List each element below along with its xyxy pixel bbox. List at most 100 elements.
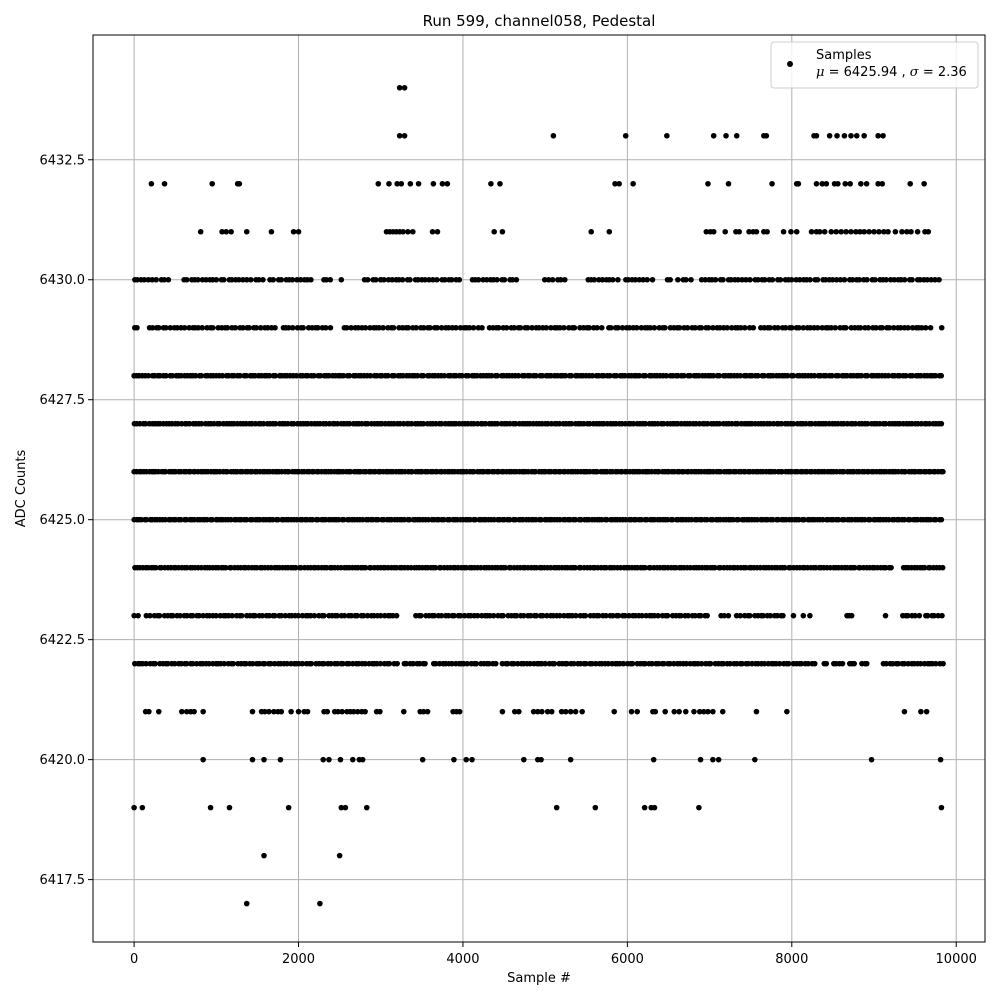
data-point [167, 324, 174, 331]
data-point [642, 660, 648, 667]
data-point [782, 324, 789, 331]
x-tick-label: 10000 [936, 952, 977, 967]
data-point [848, 228, 854, 235]
data-point [885, 228, 891, 235]
data-point [170, 612, 176, 619]
data-point [935, 612, 941, 619]
data-point [293, 372, 300, 379]
data-point [439, 180, 446, 187]
data-point [728, 324, 735, 331]
data-point [669, 516, 676, 523]
data-point [837, 276, 844, 283]
data-point [197, 228, 204, 235]
data-point [377, 660, 384, 667]
data-point [912, 612, 918, 619]
data-point [925, 228, 932, 235]
data-point [553, 804, 560, 811]
data-point [866, 228, 872, 235]
data-point [243, 900, 250, 907]
data-point [722, 228, 729, 235]
data-point [181, 324, 188, 331]
data-point [927, 324, 934, 331]
data-point [261, 852, 267, 859]
data-point [891, 276, 898, 283]
data-point [410, 228, 416, 235]
legend: Samples μ = 6425.94 , σ = 2.36 [770, 41, 979, 89]
data-point [297, 276, 304, 283]
data-point [875, 132, 881, 139]
data-point [195, 324, 201, 331]
data-point [883, 276, 889, 283]
data-point [769, 180, 775, 187]
data-point [613, 372, 620, 379]
data-point [733, 132, 740, 139]
data-point [400, 708, 407, 715]
data-point [651, 324, 658, 331]
data-point [932, 516, 939, 523]
data-point [698, 324, 705, 331]
data-point [822, 276, 829, 283]
data-point [539, 612, 546, 619]
data-point [586, 420, 593, 427]
data-point [841, 132, 848, 139]
data-point [266, 372, 273, 379]
data-point [475, 276, 482, 283]
data-point [642, 420, 649, 427]
data-point [549, 276, 556, 283]
data-point [864, 276, 870, 283]
data-point [434, 228, 441, 235]
data-point [598, 324, 605, 331]
data-point [615, 324, 621, 331]
data-point [381, 276, 387, 283]
data-point [222, 564, 229, 571]
data-point [482, 420, 489, 427]
data-point [616, 180, 622, 187]
data-point [661, 660, 667, 667]
data-point [544, 708, 551, 715]
data-point [582, 612, 589, 619]
data-point [848, 132, 854, 139]
data-point [660, 420, 667, 427]
data-point [671, 708, 678, 715]
data-point [662, 324, 668, 331]
x-axis-ticks: 0 2000 4000 6000 8000 10000 [130, 942, 977, 967]
data-point [494, 372, 501, 379]
data-point [890, 324, 897, 331]
data-point [777, 276, 784, 283]
data-point [638, 324, 645, 331]
data-point [131, 804, 137, 811]
data-point [586, 324, 592, 331]
legend-equals-sigma: = [923, 65, 938, 80]
data-point [463, 756, 470, 763]
data-point [871, 228, 877, 235]
data-point [405, 228, 411, 235]
data-point [816, 228, 823, 235]
data-point [466, 324, 473, 331]
data-point [775, 324, 781, 331]
data-point [909, 276, 915, 283]
data-point [512, 420, 519, 427]
data-point [813, 180, 820, 187]
data-point [918, 324, 925, 331]
data-point [376, 324, 382, 331]
data-point [184, 612, 190, 619]
data-point [401, 132, 408, 139]
data-point [649, 660, 655, 667]
data-point [932, 276, 938, 283]
data-point [163, 324, 169, 331]
data-point [805, 660, 811, 667]
data-point [572, 564, 578, 571]
data-point [221, 660, 227, 667]
data-point [285, 324, 292, 331]
legend-sigma-symbol: σ [910, 65, 920, 80]
data-point [396, 132, 403, 139]
data-point [607, 372, 613, 379]
data-point [780, 612, 786, 619]
data-point [511, 660, 517, 667]
data-point [697, 756, 704, 763]
data-point [710, 756, 716, 763]
data-point [534, 708, 541, 715]
legend-mu-value: 6425.94 [844, 65, 898, 80]
data-point [285, 804, 292, 811]
data-point [246, 324, 252, 331]
